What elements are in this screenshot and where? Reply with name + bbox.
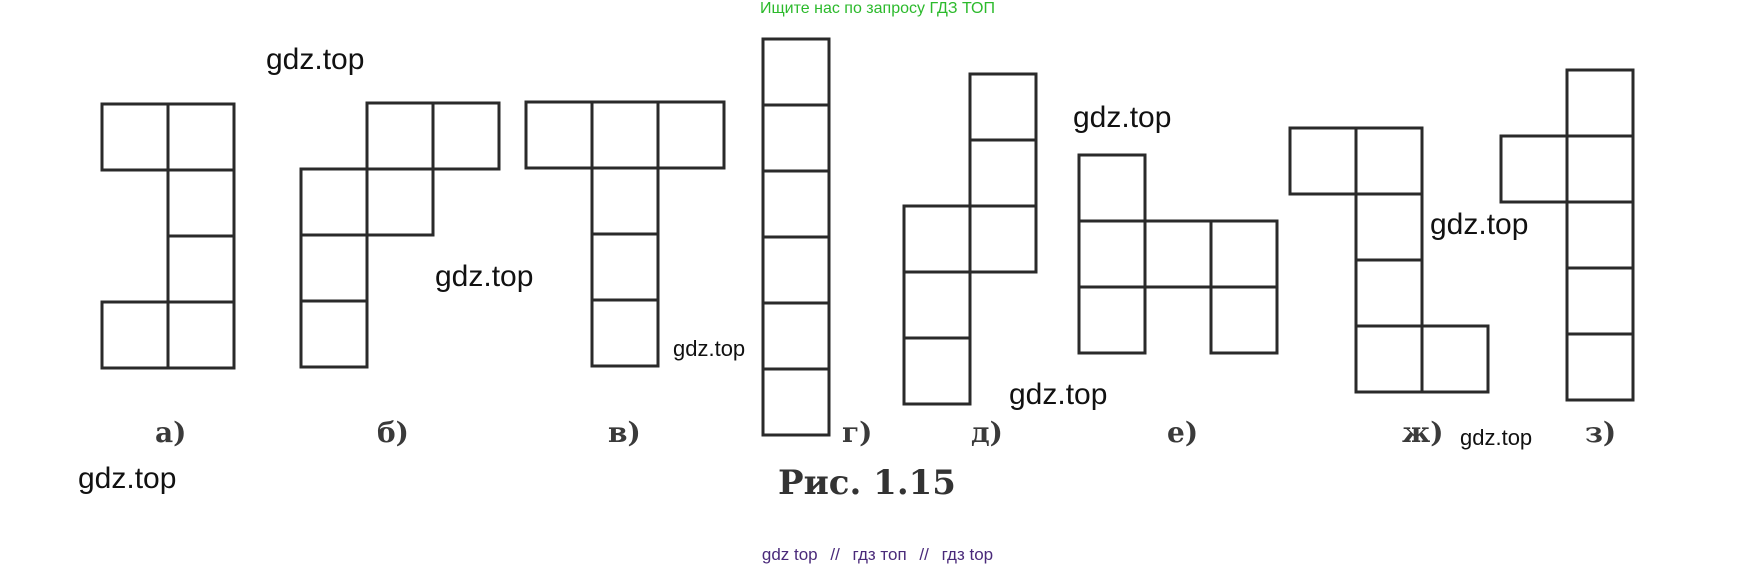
footer-link-gdz-top-ru[interactable]: гдз топ	[852, 545, 907, 564]
figure-caption: Рис. 1.15	[778, 463, 956, 503]
net-z	[1499, 68, 1635, 402]
shape-label-z: з)	[1585, 416, 1616, 449]
footer-links: gdz top // гдз топ // гдз top	[0, 545, 1755, 565]
shape-label-v: в)	[608, 416, 641, 449]
watermark: gdz.top	[435, 260, 534, 293]
net-g	[761, 37, 831, 437]
net-b	[299, 101, 501, 369]
watermark: gdz.top	[266, 43, 365, 76]
footer-link-gdz-top[interactable]: gdz top	[761, 545, 818, 564]
watermark: gdz.top	[1460, 425, 1533, 450]
watermark: gdz.top	[1073, 101, 1172, 134]
net-d	[902, 72, 1038, 406]
footer-separator: //	[830, 545, 840, 564]
net-zh	[1288, 126, 1490, 394]
watermark: gdz.top	[1430, 208, 1529, 241]
footer-link-gdz-top-mixed[interactable]: гдз top	[941, 545, 994, 564]
net-v	[524, 100, 726, 368]
net-a	[100, 102, 236, 370]
watermark: gdz.top	[673, 336, 746, 361]
shape-label-b: б)	[377, 416, 409, 449]
shape-label-e: е)	[1167, 416, 1198, 449]
net-e	[1077, 153, 1279, 355]
footer-separator: //	[919, 545, 929, 564]
shape-label-a: а)	[155, 416, 186, 449]
search-banner: Ищите нас по запросу ГДЗ ТОП	[760, 0, 995, 17]
shape-label-zh: ж)	[1402, 416, 1444, 449]
watermark: gdz.top	[78, 462, 177, 495]
shape-label-d: д)	[971, 416, 1003, 449]
watermark: gdz.top	[1009, 378, 1108, 411]
shape-label-g: г)	[842, 416, 872, 449]
